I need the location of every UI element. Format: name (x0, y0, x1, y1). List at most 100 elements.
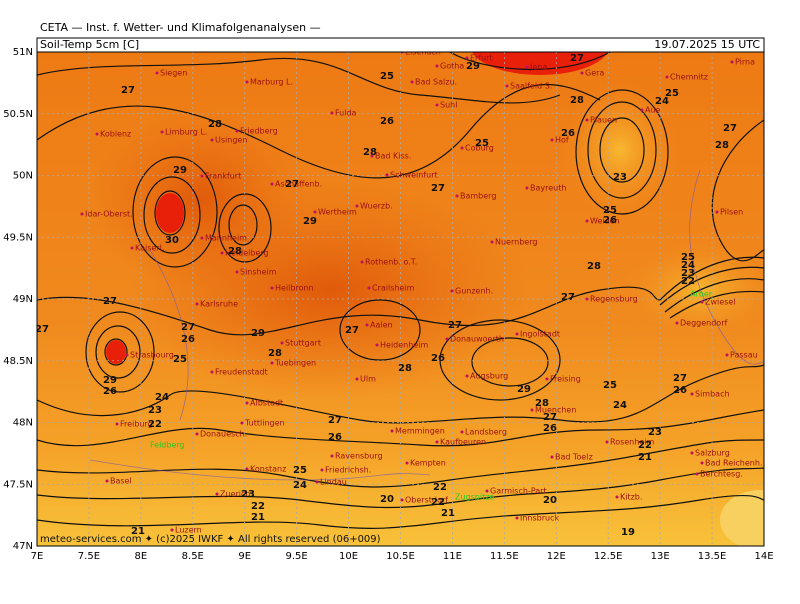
city-dot (435, 440, 439, 444)
city-label: Freising (550, 375, 581, 384)
contour-label: 27 (543, 412, 557, 423)
city-dot (170, 528, 174, 532)
city-dot (605, 440, 609, 444)
city-label: Kempten (410, 459, 446, 468)
contour-label: 28 (535, 398, 549, 409)
city-label: Rothenb. o.T. (365, 258, 417, 267)
contour-label: 21 (251, 512, 265, 523)
city-dot (320, 468, 324, 472)
city-dot (580, 71, 584, 75)
contour-label: 21 (638, 452, 652, 463)
peak-label: Arber (690, 290, 713, 299)
city-label: Heidenheim (380, 341, 428, 350)
city-label: Tuttlingen (244, 419, 285, 428)
city-label: Basel (110, 477, 132, 486)
city-dot (200, 174, 204, 178)
contour-label: 25 (603, 380, 617, 391)
city-dot (490, 240, 494, 244)
lon-label: 12.5E (594, 551, 623, 562)
city-dot (690, 451, 694, 455)
peak-label: Zugspitze (455, 493, 494, 502)
city-label: Regensburg (590, 295, 638, 304)
lat-label: 50.5N (3, 109, 33, 120)
city-dot (725, 353, 729, 357)
city-label: Weiden (590, 217, 620, 226)
lon-label: 8.5E (182, 551, 204, 562)
lat-label: 48.5N (3, 356, 33, 367)
contour-label: 24 (155, 392, 169, 403)
contour-label: 30 (165, 235, 179, 246)
city-dot (220, 251, 224, 255)
city-label: Friedrichsh. (325, 466, 371, 475)
city-label: Simbach (695, 390, 730, 399)
lat-label: 47.5N (3, 479, 33, 490)
contour-label: 22 (681, 276, 695, 287)
city-dot (585, 118, 589, 122)
contour-label: 21 (441, 508, 455, 519)
contour-label: 28 (208, 119, 222, 130)
city-label: Zwiesel (705, 298, 735, 307)
contour-label: 28 (398, 363, 412, 374)
city-label: Donauesch. (200, 430, 247, 439)
contour-label: 26 (603, 215, 617, 226)
city-label: Heilbronn (275, 284, 314, 293)
city-label: Limburg L. (165, 128, 207, 137)
contour-label: 25 (173, 354, 187, 365)
city-dot (695, 472, 699, 476)
city-label: Bad Toelz (555, 453, 593, 462)
city-dot (370, 154, 374, 158)
contour-label: 21 (131, 526, 145, 537)
city-label: Strasbourg (130, 351, 174, 360)
city-label: Chemnitz (670, 73, 708, 82)
city-dot (330, 454, 334, 458)
city-label: Bad Salzu. (415, 78, 457, 87)
contour-label: 27 (723, 123, 737, 134)
city-dot (375, 343, 379, 347)
city-dot (245, 401, 249, 405)
contour-label: 29 (466, 61, 480, 72)
city-label: Kaufbeuren (440, 438, 486, 447)
city-dot (355, 204, 359, 208)
city-label: Crailsheim (372, 284, 415, 293)
contour-label: 22 (251, 501, 265, 512)
contour-label: 25 (681, 252, 695, 263)
lon-label: 7.5E (78, 551, 100, 562)
city-label: Deggendorf (680, 319, 727, 328)
city-dot (550, 138, 554, 142)
contour-label: 29 (517, 384, 531, 395)
contour-label: 23 (241, 489, 255, 500)
contour-label: 28 (715, 140, 729, 151)
contour-label: 24 (655, 96, 669, 107)
contour-label: 22 (148, 419, 162, 430)
lat-label: 50N (13, 171, 33, 182)
contour-label: 27 (345, 325, 359, 336)
city-label: Rosenheim (610, 438, 654, 447)
city-label: Donauwoerth (450, 335, 504, 344)
contour-label: 22 (431, 497, 445, 508)
city-dot (465, 56, 469, 60)
contour-label: 23 (613, 172, 627, 183)
contour-label: 26 (181, 334, 195, 345)
city-dot (125, 353, 129, 357)
contour-label: 19 (621, 527, 635, 538)
city-label: Gera (585, 69, 604, 78)
city-dot (240, 421, 244, 425)
city-dot (80, 212, 84, 216)
city-label: Ingolstadt (520, 330, 560, 339)
contour-label: 25 (603, 205, 617, 216)
city-label: Lindau (320, 478, 347, 487)
city-label: Konstanz (250, 465, 286, 474)
city-dot (115, 422, 119, 426)
city-dot (700, 300, 704, 304)
city-dot (455, 194, 459, 198)
peak-label: Feldberg (150, 441, 185, 450)
city-label: Fulda (335, 109, 357, 118)
contour-label: 22 (433, 482, 447, 493)
city-dot (730, 60, 734, 64)
city-dot (210, 138, 214, 142)
valid-time: 19.07.2025 15 UTC (654, 38, 760, 51)
city-label: Frankfurt (205, 172, 241, 181)
city-label: Muenchen (535, 406, 576, 415)
city-dot (200, 236, 204, 240)
contour-label: 27 (431, 183, 445, 194)
